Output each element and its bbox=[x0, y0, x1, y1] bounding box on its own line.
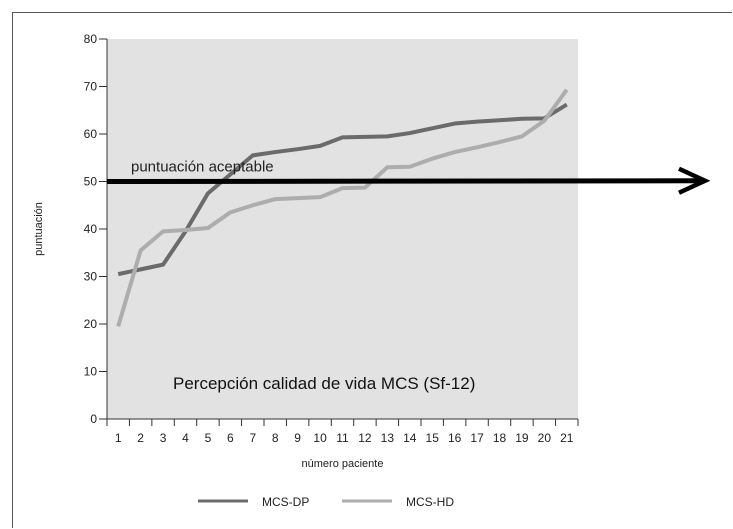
acceptable-score-annotation: puntuación aceptable bbox=[106, 159, 711, 195]
y-tick-label-0: 0 bbox=[90, 412, 97, 426]
series-group bbox=[116, 88, 569, 327]
annotation-arrow-line bbox=[106, 178, 702, 184]
chart-frame bbox=[12, 12, 732, 528]
x-tick-label-18: 18 bbox=[493, 431, 507, 445]
y-tick-label-20: 20 bbox=[84, 317, 98, 331]
x-tick-label-6: 6 bbox=[227, 431, 234, 445]
x-tick-label-15: 15 bbox=[426, 431, 440, 445]
y-tick-label-30: 30 bbox=[84, 270, 98, 284]
x-tick-label-20: 20 bbox=[538, 431, 552, 445]
legend: MCS-DP MCS-HD bbox=[198, 495, 454, 509]
y-tick-label-40: 40 bbox=[84, 222, 98, 236]
x-tick-label-10: 10 bbox=[313, 431, 327, 445]
y-axis-title: puntuación bbox=[33, 202, 45, 256]
x-axis: 1 2 3 4 5 6 7 8 9 10 11 12 13 14 15 16 17 18 19 20 21 bbox=[106, 418, 579, 445]
x-tick-label-5: 5 bbox=[205, 431, 212, 445]
x-tick-label-7: 7 bbox=[249, 431, 256, 445]
x-tick-label-4: 4 bbox=[182, 431, 189, 445]
x-tick-label-14: 14 bbox=[403, 431, 417, 445]
legend-label-mcs-dp: MCS-DP bbox=[262, 495, 309, 509]
y-axis: 0 10 20 30 40 50 60 70 80 bbox=[84, 32, 108, 426]
x-tick-label-16: 16 bbox=[448, 431, 462, 445]
y-tick-label-60: 60 bbox=[84, 127, 98, 141]
y-tick-label-70: 70 bbox=[84, 80, 98, 94]
chart-inner-title: Percepción calidad de vida MCS (Sf-12) bbox=[173, 374, 475, 393]
x-tick-label-19: 19 bbox=[515, 431, 529, 445]
series-line-mcs-hd bbox=[116, 88, 569, 327]
x-tick-label-1: 1 bbox=[115, 431, 122, 445]
x-axis-title: número paciente bbox=[302, 458, 384, 470]
x-tick-label-21: 21 bbox=[560, 431, 574, 445]
annotation-label: puntuación aceptable bbox=[131, 159, 274, 176]
x-tick-label-11: 11 bbox=[336, 431, 349, 445]
y-tick-label-80: 80 bbox=[84, 32, 98, 46]
annotation-arrow-head bbox=[678, 166, 711, 195]
x-tick-label-8: 8 bbox=[272, 431, 279, 445]
legend-label-mcs-hd: MCS-HD bbox=[406, 495, 454, 509]
x-tick-label-9: 9 bbox=[294, 431, 301, 445]
x-tick-label-12: 12 bbox=[358, 431, 372, 445]
y-tick-label-50: 50 bbox=[84, 175, 98, 189]
series-line-mcs-dp bbox=[117, 102, 568, 277]
x-tick-label-2: 2 bbox=[137, 431, 144, 445]
y-tick-label-10: 10 bbox=[84, 365, 98, 379]
x-tick-label-3: 3 bbox=[160, 431, 167, 445]
x-tick-label-13: 13 bbox=[381, 431, 395, 445]
x-tick-label-17: 17 bbox=[470, 431, 484, 445]
